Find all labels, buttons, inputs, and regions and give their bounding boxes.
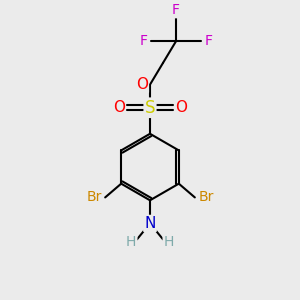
Text: Br: Br bbox=[86, 190, 102, 204]
Text: O: O bbox=[175, 100, 187, 115]
Text: F: F bbox=[139, 34, 147, 48]
Text: S: S bbox=[145, 99, 155, 117]
Text: F: F bbox=[205, 34, 213, 48]
Text: H: H bbox=[164, 235, 174, 249]
Text: H: H bbox=[126, 235, 136, 249]
Text: N: N bbox=[144, 216, 156, 231]
Text: Br: Br bbox=[198, 190, 214, 204]
Text: O: O bbox=[136, 77, 148, 92]
Text: F: F bbox=[172, 3, 180, 17]
Text: O: O bbox=[113, 100, 125, 115]
